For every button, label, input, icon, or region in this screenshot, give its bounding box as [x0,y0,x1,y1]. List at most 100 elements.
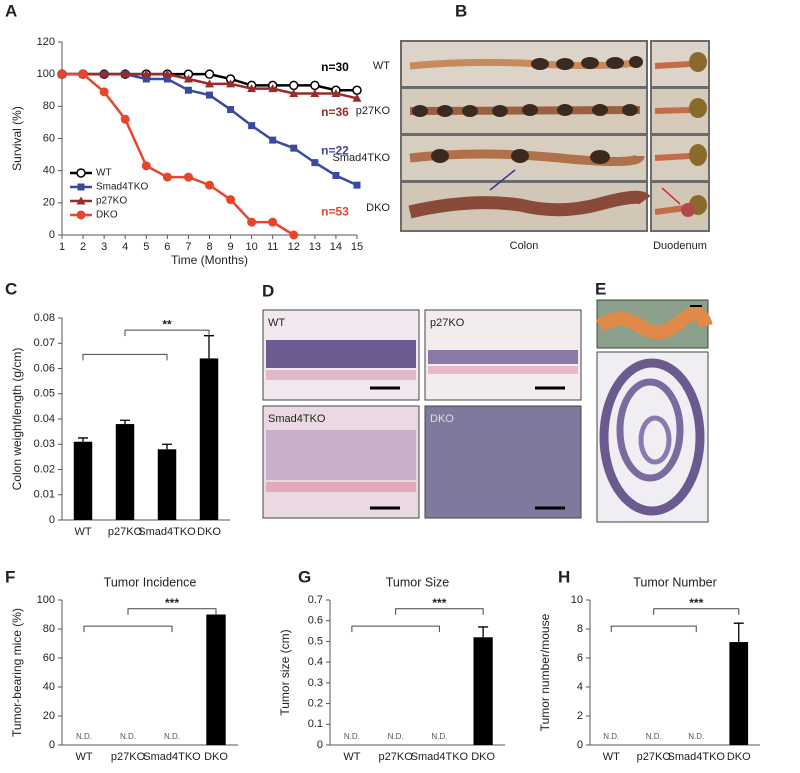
x-tick-label: 11 [267,241,278,253]
y-tick-label: 0 [49,514,55,526]
y-tick-label: 120 [37,36,55,48]
x-tick-label: Smad4TKO [143,751,201,763]
x-tick-label: DKO [471,751,495,763]
y-tick-label: 20 [43,710,55,722]
marker [141,161,151,171]
x-tick-label: 5 [143,241,149,253]
x-tick-label: WT [343,751,360,763]
y-tick-label: 0 [49,739,55,751]
y-tick-label: 0.07 [34,337,55,349]
marker [205,79,214,88]
row-label: Smad4TKO [333,152,391,164]
marker [76,196,86,205]
marker [162,172,172,182]
y-tick-label: 8 [577,623,583,635]
y-tick-label: 4 [577,681,583,693]
x-tick-label: 12 [288,241,300,253]
histology [262,309,582,519]
bracket [82,353,168,361]
chart-title: Tumor Size [386,575,449,589]
marker [226,79,236,88]
marker [310,88,320,97]
marker [183,74,193,83]
bracket [610,625,697,633]
y-tick-label: 0.1 [308,718,323,730]
x-tick-label: p27KO [379,751,414,763]
bracket [351,625,440,633]
marker [206,91,213,99]
y-tick-label: 100 [37,68,55,80]
x-tick-label: 15 [351,241,363,253]
chart-title: Tumor Incidence [104,575,197,589]
y-tick-label: 0.4 [308,656,323,668]
row-label: WT [373,60,390,72]
x-tick-label: 6 [164,241,170,253]
y-axis-label: Colon weight/length (g/cm) [10,348,24,491]
significance: *** [165,596,179,610]
marker [268,217,278,227]
y-tick-label: 0.6 [308,615,323,627]
y-tick-label: 0.2 [308,697,323,709]
image-label: Smad4TKO [268,413,326,425]
marker [120,69,130,78]
row-label: p27KO [356,105,391,117]
bar [73,441,93,520]
significance: *** [432,596,446,610]
x-tick-label: 1 [59,241,65,253]
marker [353,181,361,189]
bar [206,614,226,745]
x-tick-label: 7 [185,241,191,253]
marker [332,171,340,179]
value-label: N.D. [388,732,404,741]
marker [76,168,86,178]
panel-letter: G [298,567,311,586]
annotation: n=22 [321,144,349,158]
y-axis-label: Survival (%) [10,106,24,171]
y-tick-label: 80 [43,100,55,112]
marker [310,80,320,91]
column-label: Duodenum [653,240,707,252]
image-label: DKO [430,413,454,425]
value-label: N.D. [120,732,136,741]
bar [199,358,219,520]
value-label: N.D. [76,732,92,741]
marker [57,69,67,79]
x-tick-label: 10 [246,241,258,253]
value-label: N.D. [646,732,662,741]
marker [99,87,109,97]
marker [352,93,362,102]
marker [142,75,150,83]
legend-label: Smad4TKO [96,182,148,193]
y-tick-label: 60 [43,132,55,144]
error-bar [733,622,744,643]
value-label: N.D. [688,732,704,741]
x-tick-label: 8 [206,241,212,253]
marker [311,159,319,167]
bracket [395,608,484,615]
specimen-images [595,299,713,523]
marker [78,69,88,79]
y-tick-label: 40 [43,165,55,177]
x-tick-label: Smad4TKO [411,751,469,763]
annotation: n=30 [321,60,349,74]
duodenum-photos [650,40,710,232]
x-tick-label: DKO [197,526,221,538]
marker [248,122,256,130]
marker [289,80,299,91]
y-axis-label: Tumor number/mouse [538,613,552,731]
marker [184,86,192,94]
marker [141,69,151,78]
panel-letter: C [5,279,17,298]
x-tick-label: 2 [80,241,86,253]
marker [99,69,109,78]
y-axis-label: Tumor-bearing mice (%) [10,608,24,737]
x-tick-label: WT [603,751,620,763]
value-label: N.D. [344,732,360,741]
annotation: n=53 [321,205,349,219]
legend-label: WT [96,168,112,179]
x-tick-label: 14 [330,241,342,253]
panel-letter: E [595,279,606,298]
panel-letter: F [5,567,15,586]
x-tick-label: WT [75,751,92,763]
